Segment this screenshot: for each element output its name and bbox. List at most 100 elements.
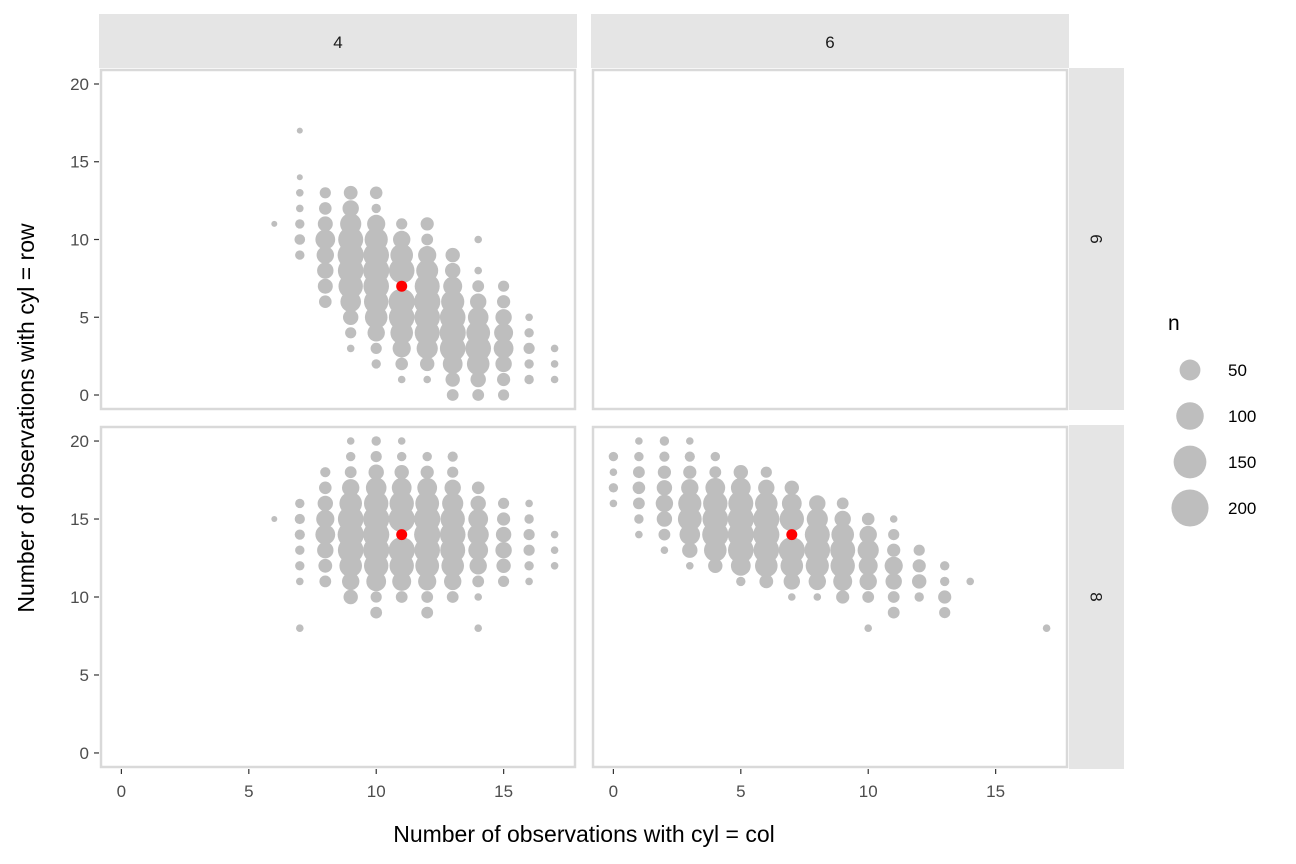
data-point [344,466,357,479]
data-point [655,494,674,513]
data-point [471,481,485,495]
data-point [343,185,358,200]
data-point [342,572,360,591]
data-point [295,498,305,509]
data-point [657,465,672,479]
data-point [550,562,559,570]
data-point [497,512,511,526]
data-point [632,481,646,495]
data-point [912,559,926,573]
data-point [550,360,559,368]
x-tick-label: 10 [367,782,386,801]
strip-top-col1: 4 [99,14,577,68]
data-point [468,509,489,529]
x-tick-label: 0 [609,782,618,801]
data-point [370,342,382,354]
data-point [858,556,878,576]
data-point [447,451,458,462]
y-axis-row2: 0 5 10 15 20 [70,432,99,763]
panel-col4-row8 [99,425,577,769]
data-point [659,451,670,462]
data-point [836,497,849,510]
data-point [395,591,408,603]
data-point [889,515,898,523]
data-point [686,562,694,570]
strip-right-row2: 8 [1069,425,1124,769]
data-point [834,510,851,528]
data-point [371,359,381,369]
x-tick-label: 10 [859,782,878,801]
data-point [682,542,698,558]
data-point [345,327,357,339]
legend-key-label: 50 [1228,361,1247,380]
data-point [813,593,822,601]
data-point [524,561,534,571]
data-point [470,495,486,512]
data-point [550,344,559,353]
size-legend: n 50 100 150 200 [1168,312,1256,527]
data-point [317,216,333,232]
data-point [887,591,900,603]
data-point [550,375,559,384]
data-point [319,481,332,495]
data-point [966,577,974,586]
data-point [370,591,382,603]
data-point [808,572,826,591]
data-point [271,516,278,522]
x-axis-col2: 0 5 10 15 [609,769,1005,801]
strip-label-col1: 4 [333,33,342,52]
data-point [788,593,796,601]
data-point [294,529,305,540]
data-point [371,203,381,214]
data-point [295,545,305,555]
data-point [393,230,411,249]
data-point [474,235,483,244]
data-point [523,544,535,556]
data-point [346,437,355,445]
data-point [493,338,514,359]
data-point [660,546,669,554]
data-point [388,257,415,284]
data-point [367,214,386,233]
data-point [420,465,434,479]
data-point [317,262,334,279]
data-point [495,309,512,326]
data-point [609,499,618,508]
data-point [683,465,697,479]
data-point [728,537,754,563]
data-point [523,342,535,354]
data-point [315,524,336,545]
strip-label-col2: 6 [825,33,834,52]
y-tick-label: 5 [80,666,89,685]
data-point [708,558,723,573]
data-point [445,262,461,279]
data-point [442,354,463,374]
data-point [317,542,334,559]
data-point [364,553,389,578]
data-point [783,573,800,590]
data-point [369,186,383,200]
highlight-point [786,529,798,541]
data-point [445,372,460,387]
data-point [315,229,336,250]
data-point [524,374,534,385]
data-point [320,467,331,478]
data-point [730,555,751,576]
data-point [864,624,872,632]
data-point [370,606,383,619]
data-point [498,280,510,292]
data-point [366,571,387,592]
data-point [677,507,702,531]
data-point [470,371,486,388]
data-point [397,451,407,462]
data-point [862,591,875,603]
data-point [656,511,673,527]
legend-key-label: 100 [1228,407,1256,426]
y-tick-label: 0 [80,744,89,763]
data-point [550,530,559,539]
data-point [295,250,305,260]
data-point [656,480,673,496]
data-point [316,509,335,529]
data-point [524,514,534,524]
y-tick-label: 10 [70,231,89,250]
